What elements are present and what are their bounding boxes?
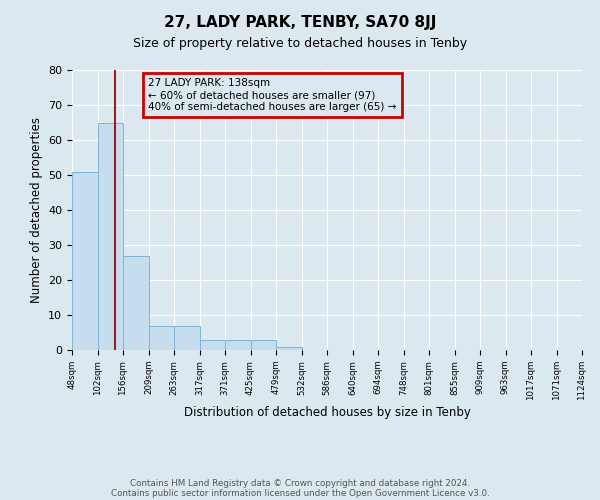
X-axis label: Distribution of detached houses by size in Tenby: Distribution of detached houses by size … — [184, 406, 470, 418]
Text: 27, LADY PARK, TENBY, SA70 8JJ: 27, LADY PARK, TENBY, SA70 8JJ — [164, 15, 436, 30]
Bar — [149, 326, 174, 350]
Bar — [97, 122, 123, 350]
Bar — [174, 326, 199, 350]
Y-axis label: Number of detached properties: Number of detached properties — [29, 117, 43, 303]
Text: Size of property relative to detached houses in Tenby: Size of property relative to detached ho… — [133, 38, 467, 51]
Text: Contains public sector information licensed under the Open Government Licence v3: Contains public sector information licen… — [110, 488, 490, 498]
Text: 27 LADY PARK: 138sqm
← 60% of detached houses are smaller (97)
40% of semi-detac: 27 LADY PARK: 138sqm ← 60% of detached h… — [149, 78, 397, 112]
Text: Contains HM Land Registry data © Crown copyright and database right 2024.: Contains HM Land Registry data © Crown c… — [130, 478, 470, 488]
Bar — [72, 172, 97, 350]
Bar — [276, 346, 302, 350]
Bar — [199, 340, 225, 350]
Bar — [123, 256, 149, 350]
Bar — [251, 340, 276, 350]
Bar — [225, 340, 251, 350]
